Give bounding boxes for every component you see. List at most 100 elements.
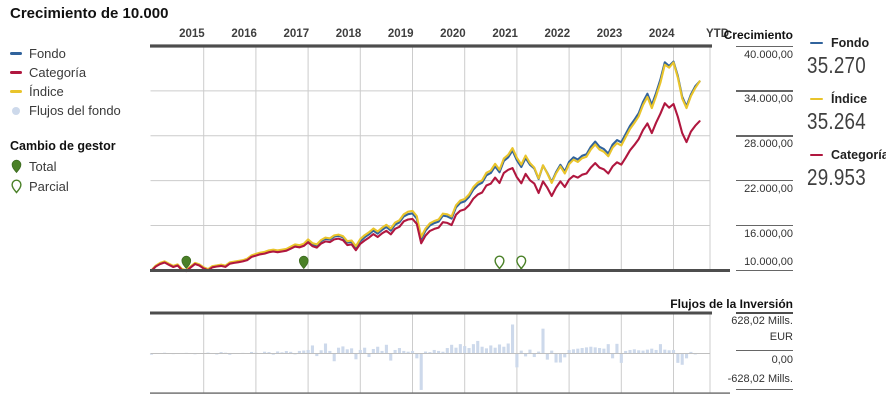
flow-bar[interactable] bbox=[267, 352, 271, 354]
flow-bar[interactable] bbox=[632, 349, 636, 354]
flow-bar[interactable] bbox=[663, 349, 667, 354]
flow-bar[interactable] bbox=[641, 350, 645, 354]
flow-bar[interactable] bbox=[658, 344, 662, 354]
flow-bar[interactable] bbox=[671, 349, 676, 354]
flow-bar[interactable] bbox=[428, 352, 432, 354]
series-line-fondo[interactable] bbox=[150, 60, 701, 272]
flow-bar[interactable] bbox=[550, 350, 554, 354]
flow-bar[interactable] bbox=[676, 353, 680, 363]
flow-bar[interactable] bbox=[528, 349, 532, 354]
flow-bar[interactable] bbox=[497, 344, 502, 354]
flow-bar[interactable] bbox=[537, 351, 541, 354]
flow-bar[interactable] bbox=[306, 349, 310, 354]
flow-bar[interactable] bbox=[332, 353, 336, 362]
flow-bar[interactable] bbox=[328, 350, 332, 354]
flow-bar[interactable] bbox=[532, 353, 536, 358]
flow-bar[interactable] bbox=[471, 344, 475, 354]
flow-bar[interactable] bbox=[480, 346, 484, 354]
flow-bar[interactable] bbox=[354, 353, 358, 360]
flow-bar[interactable] bbox=[376, 346, 380, 354]
flow-bar[interactable] bbox=[606, 344, 610, 354]
flow-bar[interactable] bbox=[406, 351, 410, 354]
flow-bar[interactable] bbox=[310, 345, 314, 354]
flow-bar[interactable] bbox=[358, 349, 362, 354]
flow-bar[interactable] bbox=[463, 346, 467, 354]
flow-bar[interactable] bbox=[506, 343, 510, 354]
flow-bar[interactable] bbox=[284, 351, 288, 354]
flow-bar[interactable] bbox=[297, 350, 301, 354]
flow-bar[interactable] bbox=[554, 353, 558, 363]
flow-bar[interactable] bbox=[445, 348, 449, 354]
flow-bar[interactable] bbox=[380, 350, 384, 354]
flow-bar[interactable] bbox=[363, 347, 367, 354]
manager-change-pin-total[interactable] bbox=[181, 255, 192, 270]
flow-bar[interactable] bbox=[589, 346, 593, 354]
flow-bar[interactable] bbox=[393, 349, 397, 354]
flow-bar[interactable] bbox=[611, 353, 615, 359]
manager-change-pin-parcial[interactable] bbox=[494, 255, 505, 270]
flow-bar[interactable] bbox=[149, 353, 154, 355]
flow-bar[interactable] bbox=[215, 353, 219, 355]
flow-bar[interactable] bbox=[402, 350, 406, 354]
flow-bar[interactable] bbox=[567, 349, 571, 354]
flow-bar[interactable] bbox=[563, 353, 567, 358]
manager-change-pin-parcial[interactable] bbox=[516, 255, 527, 270]
flow-bar[interactable] bbox=[667, 350, 671, 354]
flow-bar[interactable] bbox=[628, 349, 632, 354]
flow-bar[interactable] bbox=[680, 353, 684, 365]
flow-bar[interactable] bbox=[458, 344, 462, 354]
legend-item-flujos-del-fondo[interactable]: Flujos del fondo bbox=[10, 101, 152, 120]
manager-change-pin-total[interactable] bbox=[298, 255, 309, 270]
flow-bar[interactable] bbox=[341, 346, 345, 354]
flow-bar[interactable] bbox=[493, 347, 497, 354]
legend-item-fondo[interactable]: Fondo bbox=[10, 44, 152, 63]
flow-bar[interactable] bbox=[263, 351, 267, 354]
flow-bar[interactable] bbox=[515, 353, 519, 368]
flow-bar[interactable] bbox=[397, 348, 401, 354]
flow-bar[interactable] bbox=[637, 350, 641, 354]
flow-bar[interactable] bbox=[345, 349, 349, 354]
flow-bar[interactable] bbox=[645, 349, 649, 354]
flow-bar[interactable] bbox=[598, 348, 602, 354]
flow-bar[interactable] bbox=[384, 344, 388, 354]
flow-bar[interactable] bbox=[576, 348, 580, 354]
flow-bar[interactable] bbox=[367, 353, 371, 358]
flow-bar[interactable] bbox=[432, 349, 436, 354]
flow-bar[interactable] bbox=[524, 353, 528, 357]
flow-bar[interactable] bbox=[541, 328, 545, 354]
flow-bar[interactable] bbox=[689, 351, 693, 354]
flow-bar[interactable] bbox=[650, 348, 654, 354]
flow-bar[interactable] bbox=[280, 352, 284, 354]
flow-bar[interactable] bbox=[484, 348, 488, 354]
flow-bar[interactable] bbox=[323, 343, 328, 354]
legend-item-categoria[interactable]: Categoría bbox=[10, 63, 152, 82]
flow-bar[interactable] bbox=[584, 347, 589, 354]
flow-bar[interactable] bbox=[437, 350, 441, 354]
flow-bar[interactable] bbox=[289, 351, 293, 354]
flow-bar[interactable] bbox=[450, 344, 454, 354]
legend-item-indice[interactable]: Índice bbox=[10, 82, 152, 101]
flow-bar[interactable] bbox=[558, 353, 562, 363]
flow-bar[interactable] bbox=[454, 347, 458, 354]
flow-bar[interactable] bbox=[476, 340, 480, 354]
flow-bar[interactable] bbox=[511, 324, 515, 354]
flow-bar[interactable] bbox=[315, 353, 319, 357]
flow-bar[interactable] bbox=[302, 350, 306, 354]
flow-bar[interactable] bbox=[489, 345, 493, 354]
flow-bar[interactable] bbox=[619, 353, 623, 363]
flow-bar[interactable] bbox=[219, 352, 223, 354]
flow-bar[interactable] bbox=[654, 349, 658, 354]
flow-bar[interactable] bbox=[441, 351, 445, 354]
series-line-categoria[interactable] bbox=[150, 102, 701, 273]
flow-bar[interactable] bbox=[410, 350, 415, 354]
flow-bar[interactable] bbox=[593, 347, 597, 354]
flow-bar[interactable] bbox=[615, 343, 619, 354]
flow-bar[interactable] bbox=[624, 350, 628, 354]
flow-bar[interactable] bbox=[337, 347, 341, 354]
flow-bar[interactable] bbox=[371, 348, 375, 354]
flow-bar[interactable] bbox=[571, 349, 575, 354]
flow-bar[interactable] bbox=[276, 351, 280, 354]
flow-bar[interactable] bbox=[519, 350, 523, 354]
flow-bar[interactable] bbox=[350, 348, 354, 354]
